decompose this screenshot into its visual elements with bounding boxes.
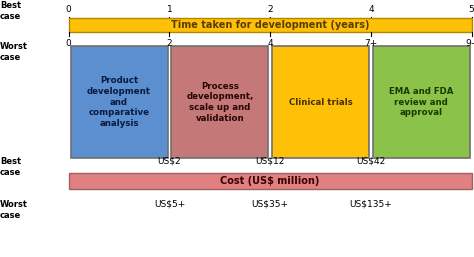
FancyBboxPatch shape <box>71 46 168 158</box>
Text: US$12: US$12 <box>255 157 285 166</box>
Text: 2: 2 <box>167 39 172 48</box>
Text: Clinical trials: Clinical trials <box>289 98 352 107</box>
Text: 0: 0 <box>66 5 72 14</box>
Text: EMA and FDA
review and
approval: EMA and FDA review and approval <box>389 87 454 117</box>
Text: Best
case: Best case <box>0 1 21 21</box>
Text: 4: 4 <box>368 5 374 14</box>
Text: 1: 1 <box>166 5 173 14</box>
Text: Cost (US$ million): Cost (US$ million) <box>220 176 320 186</box>
Text: Process
development,
scale up and
validation: Process development, scale up and valida… <box>186 81 254 123</box>
Text: 0: 0 <box>66 39 72 48</box>
FancyBboxPatch shape <box>69 18 472 32</box>
Text: 2: 2 <box>267 5 273 14</box>
Text: Product
development
and
comparative
analysis: Product development and comparative anal… <box>87 76 151 128</box>
Text: 4: 4 <box>267 39 273 48</box>
FancyBboxPatch shape <box>69 173 472 189</box>
Text: US$42: US$42 <box>356 157 385 166</box>
Text: US$35+: US$35+ <box>252 199 289 208</box>
Text: Best
case: Best case <box>0 157 21 177</box>
Text: US$2: US$2 <box>158 157 181 166</box>
Text: 5: 5 <box>469 5 474 14</box>
Text: 7+: 7+ <box>365 39 377 48</box>
FancyBboxPatch shape <box>272 46 369 158</box>
FancyBboxPatch shape <box>172 46 268 158</box>
Text: Worst
case: Worst case <box>0 200 28 220</box>
Text: US$5+: US$5+ <box>154 199 185 208</box>
Text: 9+: 9+ <box>465 39 474 48</box>
Text: Worst
case: Worst case <box>0 42 28 62</box>
FancyBboxPatch shape <box>373 46 470 158</box>
Text: Time taken for development (years): Time taken for development (years) <box>171 20 369 30</box>
Text: US$135+: US$135+ <box>349 199 392 208</box>
